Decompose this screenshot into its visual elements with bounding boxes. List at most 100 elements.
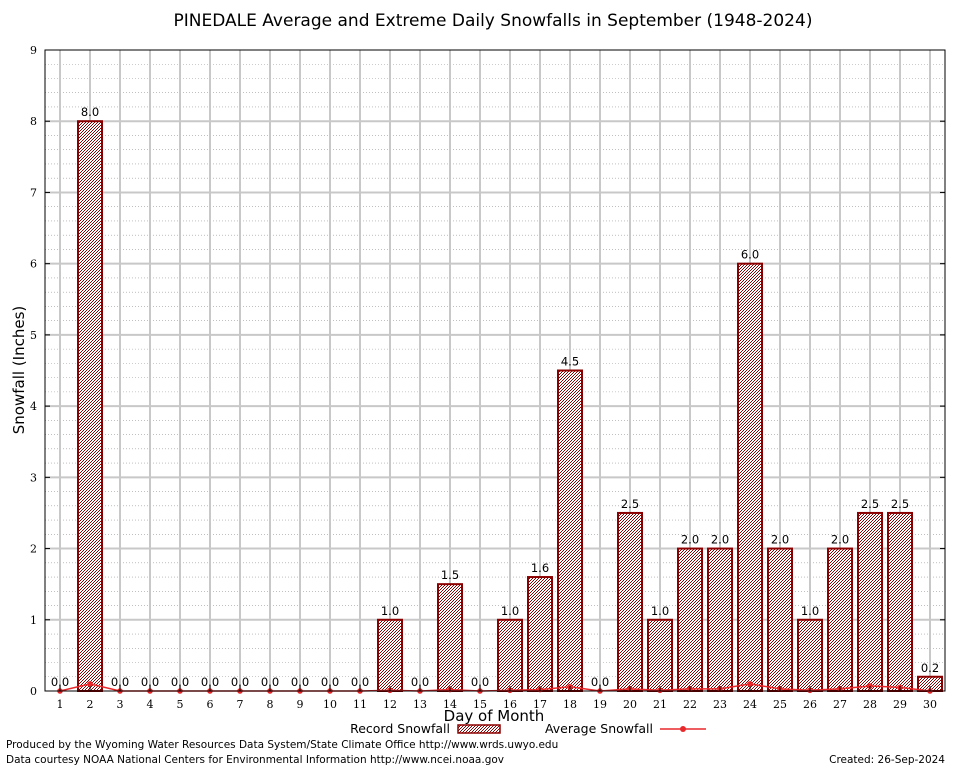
legend-record-label: Record Snowfall xyxy=(350,721,450,736)
x-tick-label: 7 xyxy=(237,698,244,711)
y-tick-label: 0 xyxy=(30,685,37,698)
bar-value-label: 0.0 xyxy=(411,675,429,689)
y-tick-label: 1 xyxy=(30,614,37,627)
legend-record-swatch xyxy=(457,724,501,734)
footer-created: Created: 26-Sep-2024 xyxy=(829,754,945,766)
bar-value-label: 0.0 xyxy=(351,675,369,689)
legend-average-marker xyxy=(680,726,686,732)
record-bar xyxy=(827,547,853,692)
bar-value-label: 2.5 xyxy=(621,497,639,511)
record-bar xyxy=(797,618,823,692)
bar-value-label: 0.2 xyxy=(921,661,939,675)
x-tick-label: 8 xyxy=(267,698,274,711)
plot-frame xyxy=(44,49,946,692)
x-tick-label: 11 xyxy=(353,698,367,711)
y-tick-label: 7 xyxy=(30,186,37,199)
bar-value-label: 2.0 xyxy=(711,533,729,547)
bar-value-label: 0.0 xyxy=(141,675,159,689)
bar-value-label: 1.0 xyxy=(501,604,519,618)
bar-value-label: 4.5 xyxy=(561,355,579,369)
bar-value-label: 1.5 xyxy=(441,568,459,582)
grid xyxy=(45,50,945,691)
y-tick-label: 5 xyxy=(30,329,37,342)
x-tick-label: 22 xyxy=(683,698,697,711)
x-tick-label: 19 xyxy=(593,698,607,711)
y-tick-label: 4 xyxy=(30,400,37,413)
record-bar xyxy=(647,618,673,692)
y-tick-label: 9 xyxy=(30,44,37,57)
x-tick-label: 25 xyxy=(773,698,787,711)
value-labels: 0.0 8.0 0.0 0.0 0.0 0.0 0.0 0.0 0.0 0.0 0.0 1.0 0.0 1… xyxy=(51,105,939,689)
x-tick-label: 4 xyxy=(147,698,154,711)
average-point xyxy=(747,681,753,687)
x-tick-label: 17 xyxy=(533,698,547,711)
bar-value-label: 2.5 xyxy=(861,497,879,511)
x-tick-label: 20 xyxy=(623,698,637,711)
x-tick-label: 1 xyxy=(57,698,64,711)
bar-value-label: 0.0 xyxy=(261,675,279,689)
x-tick-label: 10 xyxy=(323,698,337,711)
bar-value-label: 2.0 xyxy=(771,533,789,547)
bar-value-label: 1.6 xyxy=(531,561,549,575)
x-tick-label: 12 xyxy=(383,698,397,711)
x-tick-label: 16 xyxy=(503,698,517,711)
bar-value-label: 2.0 xyxy=(831,533,849,547)
record-bars xyxy=(77,120,943,693)
bar-value-label: 0.0 xyxy=(201,675,219,689)
bar-value-label: 6.0 xyxy=(741,248,759,262)
chart-title: PINEDALE Average and Extreme Daily Snowf… xyxy=(174,11,813,31)
record-bar xyxy=(377,618,403,692)
x-tick-label: 29 xyxy=(893,698,907,711)
x-tick-label: 9 xyxy=(297,698,304,711)
bar-value-label: 1.0 xyxy=(651,604,669,618)
y-tick-label: 6 xyxy=(30,258,37,271)
bar-value-label: 0.0 xyxy=(51,675,69,689)
x-tick-label: 23 xyxy=(713,698,727,711)
y-tick-label: 2 xyxy=(30,543,37,556)
x-tick-label: 28 xyxy=(863,698,877,711)
record-bar xyxy=(737,262,763,692)
x-ticks: 1 2 3 4 5 6 7 8 9 10 11 12 13 14 15 16 17 18 19 20 21 22 23 24 2… xyxy=(57,686,937,711)
x-tick-label: 27 xyxy=(833,698,847,711)
x-tick-label: 21 xyxy=(653,698,667,711)
bar-value-label: 1.0 xyxy=(801,604,819,618)
x-tick-label: 14 xyxy=(443,698,457,711)
bar-value-label: 0.0 xyxy=(321,675,339,689)
bar-value-label: 2.5 xyxy=(891,497,909,511)
x-tick-label: 24 xyxy=(743,698,757,711)
footer-courtesy: Data courtesy NOAA National Centers for … xyxy=(6,754,504,766)
record-bar xyxy=(677,547,703,692)
footer-produced-by: Produced by the Wyoming Water Resources … xyxy=(6,739,558,751)
y-tick-label: 8 xyxy=(30,115,37,128)
x-tick-label: 6 xyxy=(207,698,214,711)
record-bar xyxy=(437,583,463,693)
x-tick-label: 30 xyxy=(923,698,937,711)
record-bar xyxy=(557,369,583,692)
bar-value-label: 0.0 xyxy=(471,675,489,689)
bar-value-label: 0.0 xyxy=(591,675,609,689)
legend-average-label: Average Snowfall xyxy=(545,721,653,736)
bar-value-label: 1.0 xyxy=(381,604,399,618)
bar-value-label: 0.0 xyxy=(171,675,189,689)
bar-value-label: 0.0 xyxy=(291,675,309,689)
bar-value-label: 8.0 xyxy=(81,105,99,119)
record-bar xyxy=(497,618,523,692)
record-bar xyxy=(527,576,553,692)
record-bar xyxy=(767,547,793,692)
x-tick-label: 18 xyxy=(563,698,577,711)
record-bar xyxy=(707,547,733,692)
record-bar xyxy=(617,511,643,693)
y-ticks: 0 1 2 3 4 5 6 7 8 9 xyxy=(30,44,945,698)
average-point xyxy=(87,681,93,687)
bar-value-label: 0.0 xyxy=(111,675,129,689)
x-axis-label: Day of Month xyxy=(444,707,545,725)
legend: Record Snowfall Average Snowfall xyxy=(350,721,706,736)
x-tick-label: 5 xyxy=(177,698,184,711)
record-bar xyxy=(857,511,883,693)
y-tick-label: 3 xyxy=(30,471,37,484)
x-tick-label: 2 xyxy=(87,698,94,711)
x-tick-label: 3 xyxy=(117,698,124,711)
x-tick-label: 13 xyxy=(413,698,427,711)
x-tick-label: 15 xyxy=(473,698,487,711)
